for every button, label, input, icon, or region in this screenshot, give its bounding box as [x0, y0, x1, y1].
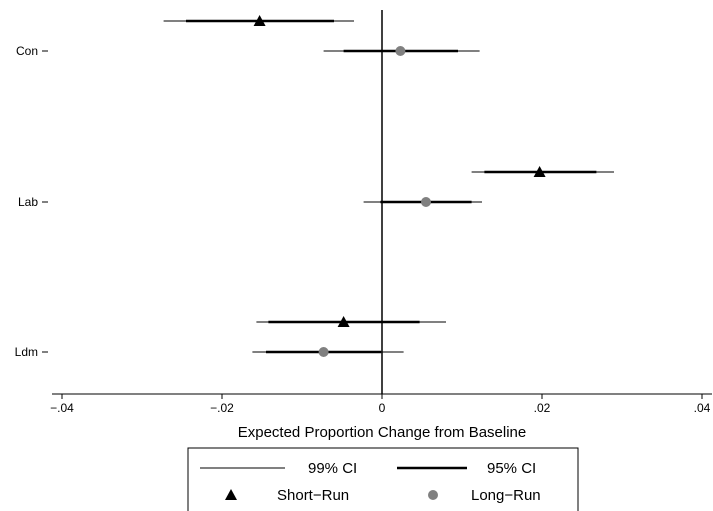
short-run-point-ldm — [337, 316, 350, 327]
legend-box — [187, 447, 579, 511]
long-run-point-lab — [421, 197, 431, 207]
x-axis-ticks: −.04 −.02 0 .02 .04 — [50, 394, 711, 415]
x-tick-label: −.04 — [50, 401, 74, 415]
legend: 99% CI 95% CI Short−Run Long−Run — [187, 447, 579, 511]
legend-short-run-marker — [225, 489, 237, 500]
x-tick-label: 0 — [379, 401, 386, 415]
legend-short-run-label: Short−Run — [277, 487, 349, 504]
plot-marks — [163, 15, 614, 357]
y-tick-label-lab: Lab — [18, 195, 38, 209]
legend-long-run-marker — [428, 490, 438, 500]
x-tick-label: .02 — [534, 401, 551, 415]
y-axis-ticks: Con Lab Ldm — [15, 44, 48, 359]
long-run-point-con — [395, 46, 406, 56]
y-tick-label-ldm: Ldm — [15, 345, 38, 359]
y-tick-label-con: Con — [16, 44, 38, 58]
legend-long-run-label: Long−Run — [471, 487, 541, 504]
x-axis-label: Expected Proportion Change from Baseline — [238, 424, 527, 441]
long-run-point-ldm — [318, 347, 329, 357]
x-tick-label: −.02 — [210, 401, 234, 415]
short-run-point-lab — [533, 166, 546, 177]
short-run-point-con — [253, 15, 266, 26]
legend-ci99-label: 99% CI — [308, 460, 357, 477]
x-tick-label: .04 — [694, 401, 711, 415]
legend-ci95-label: 95% CI — [487, 460, 536, 477]
